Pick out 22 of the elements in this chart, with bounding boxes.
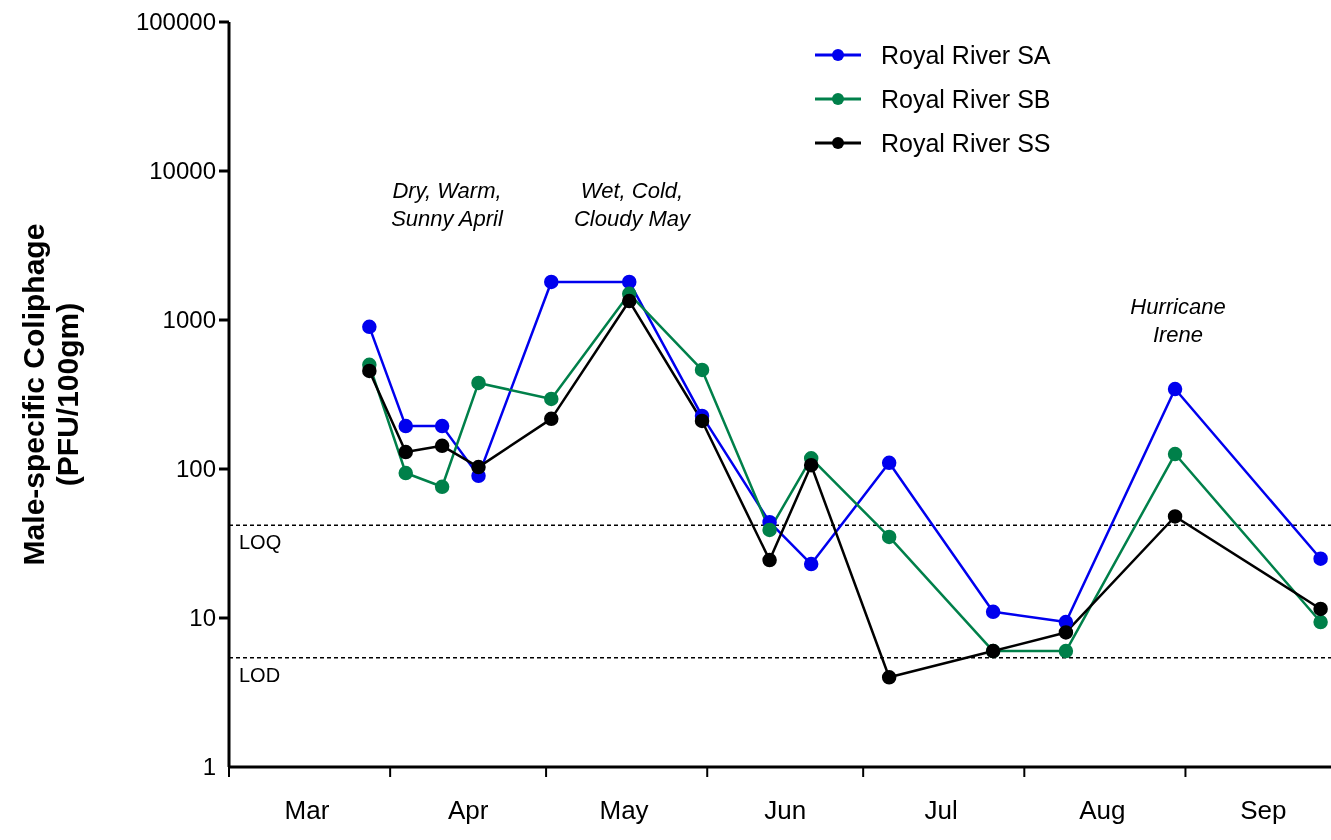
ref-line-label: LOD [239, 664, 281, 687]
legend-label: Royal River SS [881, 129, 1051, 157]
x-tick-label: Apr [447, 795, 489, 826]
x-tick-label: May [599, 795, 649, 826]
y-axis-title: Male-specific Coliphage (PFU/100gm) [17, 223, 84, 566]
x-tick-label: Sep [1240, 795, 1287, 826]
annotation: Dry, Warm, Sunny April [391, 178, 504, 231]
annotation: Wet, Cold, Cloudy May [573, 178, 693, 231]
x-tick-label: Mar [284, 795, 330, 826]
y-tick-label: 100 [175, 455, 216, 482]
y-tick-label: 1 [202, 753, 216, 780]
legend-label: Royal River SB [881, 85, 1051, 113]
y-tick-label: 1000 [162, 306, 216, 333]
x-tick-label: Aug [1079, 795, 1126, 826]
x-tick-label: Jun [764, 795, 807, 826]
ref-line-label: LOQ [239, 531, 282, 554]
y-tick-label: 10 [189, 604, 216, 631]
legend-label: Royal River SA [881, 41, 1051, 69]
annotation: Hurricane Irene [1130, 294, 1226, 347]
y-tick-label: 100000 [135, 8, 216, 35]
x-tick-label: Jul [924, 795, 958, 826]
y-tick-label: 10000 [149, 157, 216, 184]
